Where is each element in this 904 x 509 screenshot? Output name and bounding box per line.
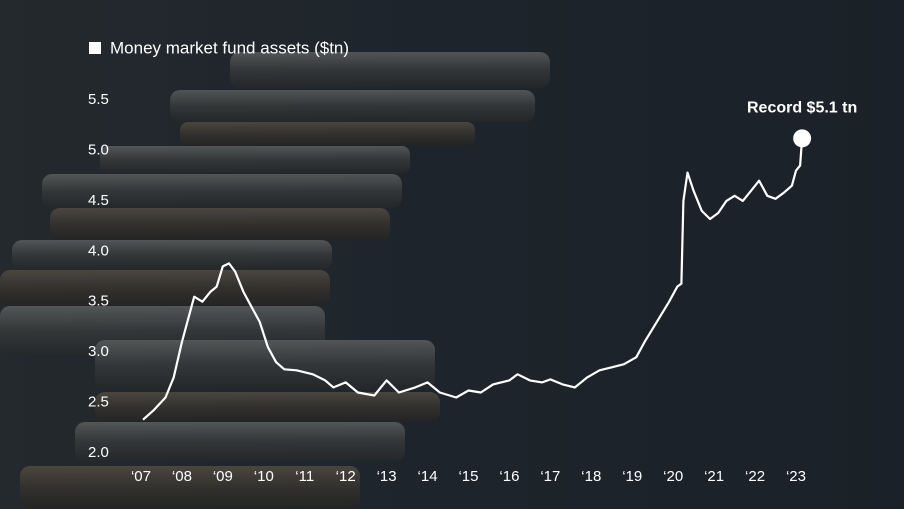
- y-tick-label: 5.0: [88, 141, 109, 158]
- x-tick-label: ‘08: [172, 468, 192, 485]
- x-tick-label: ‘18: [581, 468, 601, 485]
- x-tick-label: ‘12: [336, 468, 356, 485]
- coin-stacks: [0, 52, 550, 509]
- record-point: [793, 129, 812, 148]
- x-tick-label: ‘22: [745, 468, 765, 485]
- annotation: Record $5.1 tn: [747, 100, 857, 117]
- x-tick-label: ‘19: [622, 468, 642, 485]
- line: [142, 138, 804, 421]
- y-tick-label: 2.0: [88, 444, 109, 461]
- y-tick-label: 4.5: [88, 192, 109, 209]
- x-tick-label: ‘13: [377, 468, 397, 485]
- x-tick-label: ‘15: [458, 468, 478, 485]
- x-tick-label: ‘09: [213, 468, 233, 485]
- x-tick-label: ‘20: [663, 468, 683, 485]
- x-tick-label: ‘17: [540, 468, 560, 485]
- legend-swatch: [89, 42, 101, 54]
- y-tick-label: 3.0: [88, 343, 109, 360]
- y-tick-label: 4.0: [88, 242, 109, 259]
- legend-label: Money market fund assets ($tn): [110, 38, 349, 57]
- x-tick-label: ‘11: [295, 468, 314, 485]
- y-tick-label: 5.5: [88, 91, 109, 108]
- y-tick-label: 2.5: [88, 394, 109, 411]
- x-tick-label: ‘14: [418, 468, 438, 485]
- x-tick-label: ‘23: [786, 468, 806, 485]
- x-tick-label: ‘21: [704, 468, 724, 485]
- y-tick-label: 3.5: [88, 293, 109, 310]
- x-tick-label: ‘10: [254, 468, 274, 485]
- x-tick-label: ‘16: [499, 468, 519, 485]
- x-tick-label: ‘07: [131, 468, 151, 485]
